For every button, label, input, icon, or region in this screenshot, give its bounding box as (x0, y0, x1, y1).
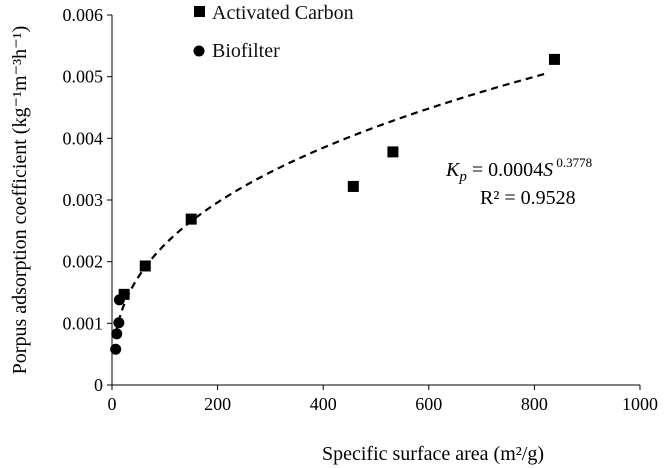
y-tick-labels: 0 0.001 0.002 0.003 0.004 0.005 0.006 (63, 5, 112, 395)
equation-r-squared: R² = 0.9528 (480, 187, 576, 209)
y-axis-title: Porpus adsorption coefficient (kg⁻¹m⁻³h⁻… (9, 26, 31, 375)
point-activated-carbon (347, 180, 359, 192)
point-biofilter (111, 328, 123, 340)
point-activated-carbon (548, 53, 560, 65)
y-tick-label: 0.004 (63, 128, 104, 148)
equation-k: K (445, 159, 461, 181)
point-activated-carbon (185, 213, 197, 225)
point-activated-carbon (387, 146, 399, 158)
y-tick-label: 0.001 (63, 313, 104, 333)
point-biofilter (110, 343, 122, 355)
y-tick-label: 0.006 (63, 5, 104, 25)
point-activated-carbon (118, 288, 130, 300)
equation-exponent: 0.3778 (553, 155, 592, 170)
x-tick-label: 400 (310, 394, 337, 414)
equation-coefficient: = 0.0004 (467, 159, 543, 181)
y-tick-label: 0.005 (63, 67, 104, 87)
point-biofilter (113, 317, 125, 329)
y-tick-label: 0 (94, 375, 103, 395)
x-axis-title: Specific surface area (m²/g) (322, 443, 544, 465)
equation-k-subscript: p (458, 169, 467, 185)
x-tick-label: 200 (204, 394, 231, 414)
legend-marker-biofilter (193, 45, 205, 57)
data-points (110, 53, 560, 355)
equation-s: S (543, 159, 553, 181)
legend: Activated Carbon Biofilter (193, 2, 354, 62)
x-tick-label: 600 (415, 394, 442, 414)
trendline-equation: Kp = 0.0004S 0.3778 R² = 0.9528 (445, 155, 592, 209)
equation-line-1: Kp = 0.0004S 0.3778 (445, 155, 592, 185)
legend-label-activated-carbon: Activated Carbon (212, 2, 354, 24)
x-tick-label: 1000 (622, 394, 658, 414)
point-activated-carbon (139, 260, 151, 272)
x-tick-label: 0 (108, 394, 117, 414)
point-biofilter (113, 294, 125, 306)
legend-marker-activated-carbon (194, 6, 205, 17)
legend-label-biofilter: Biofilter (212, 40, 280, 62)
y-tick-label: 0.002 (63, 252, 104, 272)
x-tick-labels: 0 200 400 600 800 1000 (108, 385, 658, 414)
y-tick-label: 0.003 (63, 190, 104, 210)
x-tick-label: 800 (521, 394, 548, 414)
